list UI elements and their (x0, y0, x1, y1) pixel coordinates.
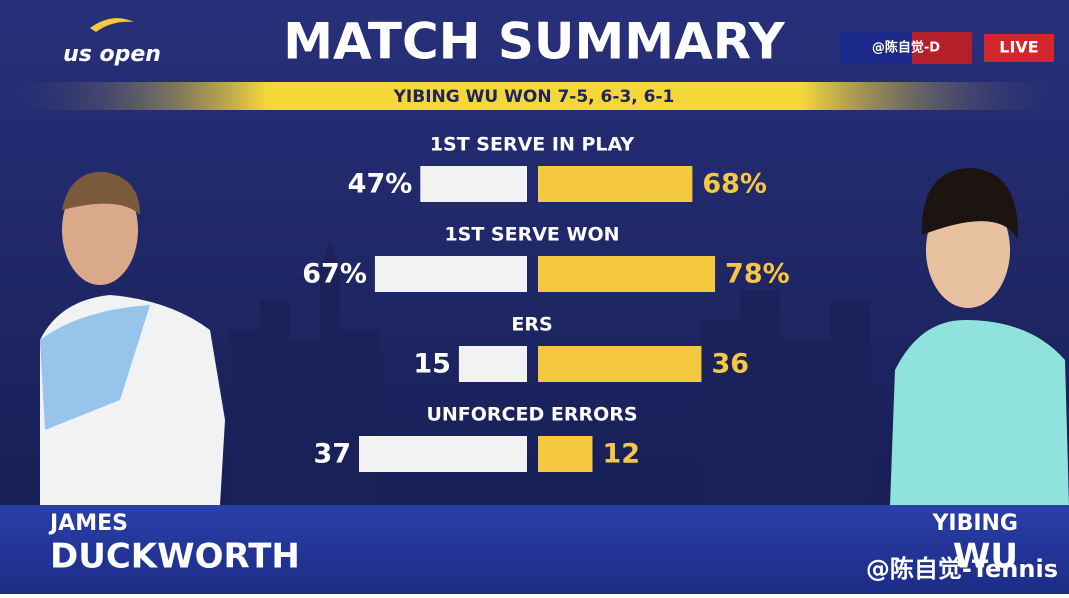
value-label: 36 (711, 349, 749, 380)
watermark-box-red (912, 32, 972, 64)
title: MATCH SUMMARY (283, 13, 785, 71)
watermark: @陈自觉-D (872, 40, 940, 56)
bar (374, 256, 527, 292)
value-label: 47% (348, 169, 413, 200)
value-label: 37 (313, 439, 351, 470)
right-first-name: YIBING (931, 511, 1018, 536)
left-first-name: JAMES (48, 511, 128, 536)
logo-ball (90, 18, 134, 32)
bar (538, 346, 702, 382)
value-label: 68% (702, 169, 767, 200)
footer-band (0, 505, 1069, 594)
bar (458, 346, 527, 382)
value-label: 67% (302, 259, 367, 290)
right-last-name: WU (953, 537, 1018, 577)
bar (538, 256, 716, 292)
result: YIBING WU WON 7-5, 6-3, 6-1 (393, 87, 675, 107)
stat-label: 1ST SERVE WON (444, 224, 619, 246)
watermark: @陈自觉-Tennis (866, 555, 1058, 583)
live-label: LIVE (999, 38, 1038, 57)
result-band (0, 82, 1069, 110)
left-player (40, 171, 225, 505)
value-label: 78% (725, 259, 790, 290)
bar (359, 436, 527, 472)
live-badge (984, 34, 1054, 62)
stat-label: ERS (511, 314, 552, 336)
bar (538, 436, 593, 472)
value-label: 12 (602, 439, 640, 470)
logo: us open (63, 42, 161, 67)
left-last-name: DUCKWORTH (50, 537, 300, 577)
stat-label: UNFORCED ERRORS (426, 404, 637, 426)
bar (420, 166, 527, 202)
bar (538, 166, 693, 202)
skyline (230, 240, 870, 505)
value-label: 15 (413, 349, 451, 380)
stat-label: 1ST SERVE IN PLAY (430, 134, 635, 156)
right-player (890, 168, 1069, 505)
